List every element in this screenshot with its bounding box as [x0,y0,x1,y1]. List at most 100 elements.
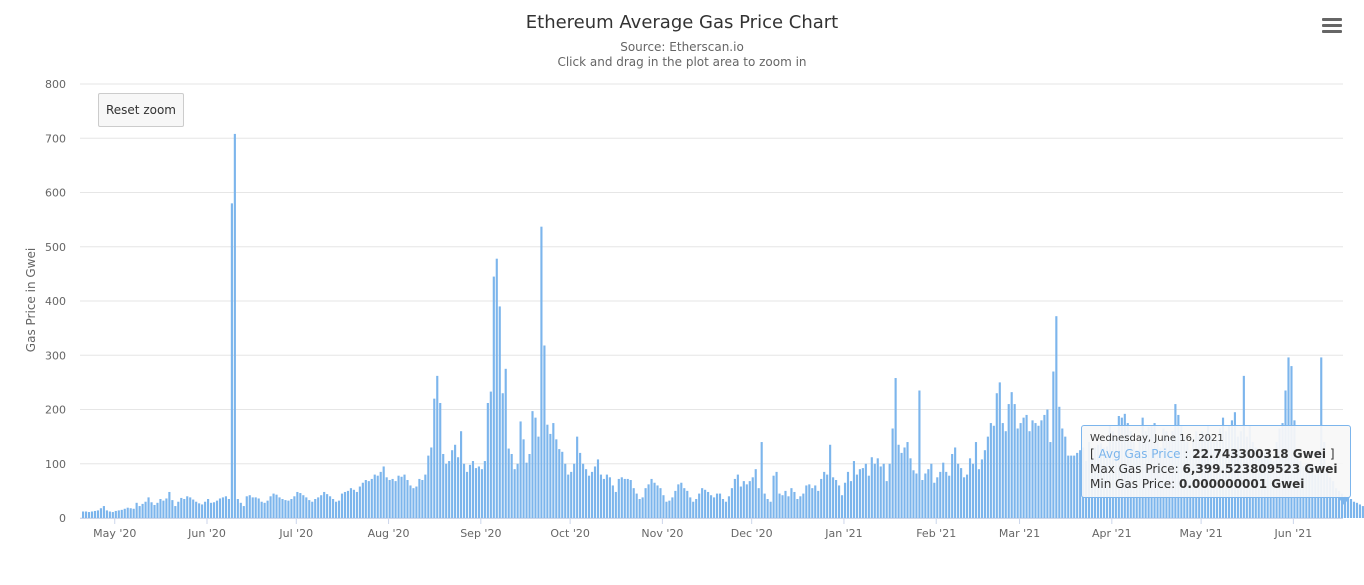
bar[interactable] [340,493,344,518]
bar[interactable] [489,391,492,518]
bar[interactable] [662,495,665,518]
bar[interactable] [272,493,275,518]
bar[interactable] [897,444,900,518]
bar[interactable] [939,471,942,518]
bar[interactable] [1004,431,1007,518]
bar[interactable] [873,463,876,518]
bar[interactable] [942,462,945,518]
bar[interactable] [186,496,189,518]
bar[interactable] [957,463,960,518]
bar[interactable] [1016,428,1019,518]
bar[interactable] [162,500,165,518]
bar[interactable] [99,508,102,518]
bar[interactable] [534,417,537,518]
bar[interactable] [278,497,281,518]
bar[interactable] [1067,455,1070,518]
bar[interactable] [799,496,802,518]
bar[interactable] [733,478,736,518]
bar[interactable] [781,495,784,518]
bar[interactable] [915,473,918,518]
bar[interactable] [683,488,686,518]
bar[interactable] [1070,455,1073,518]
bar[interactable] [721,499,725,518]
bar[interactable] [820,478,823,518]
bar[interactable] [968,458,972,518]
bar[interactable] [745,484,748,518]
bar[interactable] [436,375,439,518]
bar[interactable] [388,480,391,518]
bar[interactable] [570,471,573,518]
bar[interactable] [582,463,585,518]
bar[interactable] [415,486,418,518]
bar[interactable] [260,501,263,518]
bar[interactable] [689,497,692,518]
bar[interactable] [332,499,335,518]
bar[interactable] [492,276,495,518]
bar[interactable] [638,499,641,518]
bar[interactable] [296,491,299,518]
bar[interactable] [802,493,805,518]
bar[interactable] [421,480,424,518]
bar[interactable] [951,453,954,518]
bar[interactable] [379,471,382,518]
bar[interactable] [156,502,159,518]
bar[interactable] [317,497,320,518]
bar[interactable] [695,499,698,518]
bar[interactable] [602,478,605,518]
bar[interactable] [460,431,463,518]
bar[interactable] [573,463,576,518]
bar[interactable] [355,491,358,518]
bar[interactable] [739,486,742,518]
bar[interactable] [1046,409,1049,519]
bar[interactable] [891,428,894,518]
bar[interactable] [814,485,817,518]
bar[interactable] [454,444,457,518]
bar[interactable] [257,498,260,518]
bar[interactable] [948,475,951,518]
bar[interactable] [894,378,897,518]
bar[interactable] [445,463,448,518]
bar[interactable] [132,508,135,518]
bar[interactable] [692,501,695,518]
bar[interactable] [715,493,719,518]
bar[interactable] [382,466,385,518]
bar[interactable] [1022,417,1025,518]
bar[interactable] [561,451,564,518]
bar[interactable] [983,450,986,518]
bar[interactable] [519,421,522,518]
bar[interactable] [656,485,659,518]
bar[interactable] [442,453,445,518]
bar[interactable] [840,495,844,518]
bar[interactable] [552,423,555,518]
bar[interactable] [727,496,731,518]
bar[interactable] [832,477,835,518]
bar[interactable] [936,477,939,518]
bar[interactable] [117,510,120,518]
bar[interactable] [596,459,600,518]
bar[interactable] [233,133,236,518]
bar[interactable] [1064,436,1067,519]
bar[interactable] [909,458,912,518]
bar[interactable] [409,485,412,518]
bar[interactable] [1346,497,1350,518]
bar[interactable] [320,495,323,518]
bar[interactable] [986,436,989,519]
bar[interactable] [323,491,326,518]
bar[interactable] [93,510,97,518]
bar[interactable] [1025,414,1028,518]
bar[interactable] [1001,423,1004,518]
bar[interactable] [498,306,501,518]
bar[interactable] [585,469,588,518]
bar[interactable] [835,480,838,518]
bar[interactable] [1034,423,1037,518]
bar[interactable] [269,496,272,518]
bar[interactable] [826,474,829,518]
bar[interactable] [912,470,915,518]
bar[interactable] [201,504,204,518]
bar[interactable] [430,447,433,518]
bar[interactable] [397,475,400,518]
bar[interactable] [293,496,296,518]
bar[interactable] [861,468,864,518]
hamburger-menu-icon[interactable] [1322,18,1342,36]
bar[interactable] [858,469,861,518]
